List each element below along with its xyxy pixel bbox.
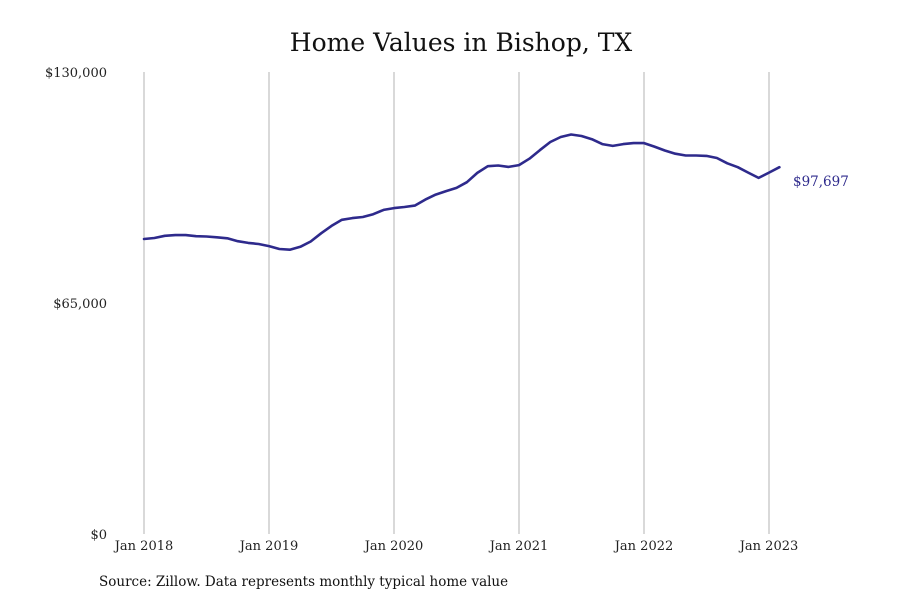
x-axis-tick-labels: Jan 2018 Jan 2019 Jan 2020 Jan 2021 Jan 2022… xyxy=(113,539,799,554)
x-tick-label: Jan 2021 xyxy=(488,539,549,554)
x-tick-label: Jan 2018 xyxy=(113,539,174,554)
chart-title: Home Values in Bishop, TX xyxy=(290,28,633,57)
y-tick-label: $0 xyxy=(90,528,107,543)
last-value-label: $97,697 xyxy=(793,174,849,190)
x-tick-label: Jan 2020 xyxy=(363,539,424,554)
x-tick-label: Jan 2022 xyxy=(613,539,674,554)
y-tick-label: $65,000 xyxy=(53,297,107,312)
home-value-line xyxy=(142,133,781,251)
gridlines xyxy=(143,72,770,534)
y-axis-tick-labels: $0 $65,000 $130,000 xyxy=(45,66,107,543)
y-tick-label: $130,000 xyxy=(45,66,107,81)
x-tick-label: Jan 2023 xyxy=(738,539,799,554)
source-note: Source: Zillow. Data represents monthly … xyxy=(99,574,508,590)
series-layer xyxy=(142,133,781,251)
x-tick-label: Jan 2019 xyxy=(238,539,299,554)
